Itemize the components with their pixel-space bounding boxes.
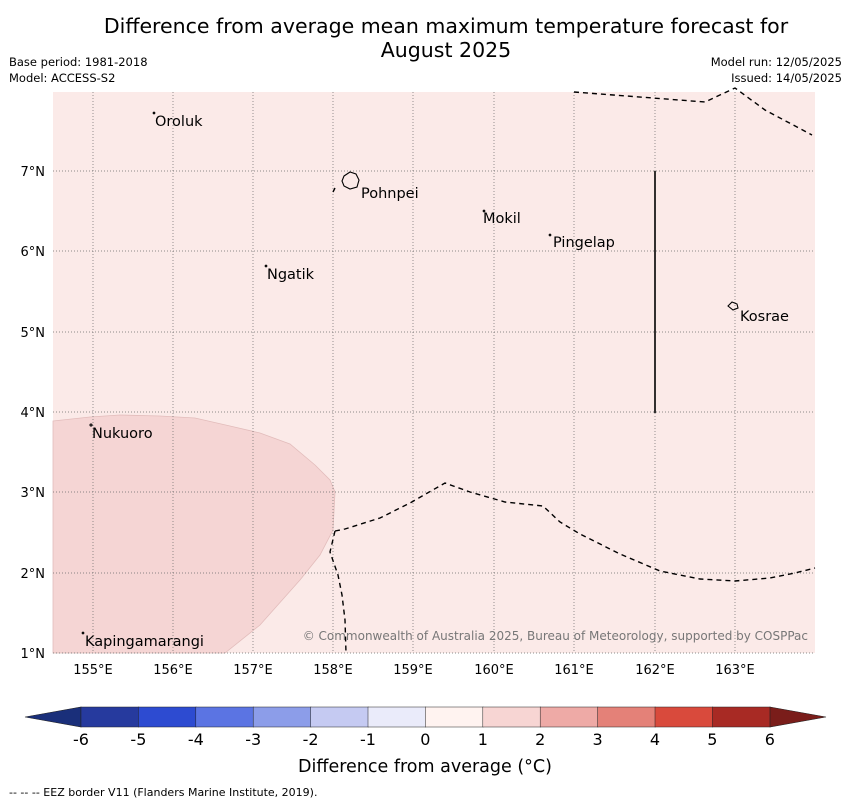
colorbar-tick-label: 1 [478, 730, 488, 749]
ngatik-island [264, 264, 268, 268]
eez-border-pohnpei [332, 187, 336, 193]
copyright-notice: © Commonwealth of Australia 2025, Bureau… [303, 629, 808, 643]
place-kapingamarangi: Kapingamarangi [85, 634, 204, 650]
colorbar-over-arrow [769, 706, 827, 728]
colorbar-tick-label: 3 [593, 730, 603, 749]
lon-label: 160°E [474, 663, 514, 678]
place-pohnpei: Pohnpei [361, 186, 419, 202]
model-run: Model run: 12/05/2025 [710, 55, 842, 69]
meta-left: Base period: 1981-2018 Model: ACCESS-S2 [9, 54, 148, 86]
chart-title: Difference from average mean maximum tem… [103, 14, 789, 62]
colorbar-tick-label: 6 [765, 730, 775, 749]
nukuoro-island [89, 423, 93, 427]
colorbar-under-arrow [24, 706, 82, 728]
colorbar-swatch [597, 706, 656, 728]
eez-border-south [334, 482, 816, 582]
colorbar-swatch [138, 706, 197, 728]
islands [81, 111, 739, 635]
place-oroluk: Oroluk [155, 114, 203, 130]
colorbar-label: Difference from average (°C) [298, 757, 552, 777]
lon-label: 159°E [393, 663, 433, 678]
colorbar-swatch [310, 706, 369, 728]
colorbar-swatches [80, 706, 771, 728]
colorbar-swatch [80, 706, 140, 728]
eez-borders [329, 87, 816, 654]
colorbar-ticks: -6 -5 -4 -3 -2 -1 0 1 2 3 4 5 6 [73, 730, 775, 749]
colorbar: -6 -5 -4 -3 -2 -1 0 1 2 3 4 5 6 [24, 706, 827, 749]
place-mokil: Mokil [483, 211, 521, 227]
lat-label: 3°N [21, 486, 46, 501]
place-kosrae: Kosrae [740, 309, 789, 325]
anomaly-zone [52, 414, 336, 654]
kapingamarangi-island [81, 631, 85, 635]
colorbar-tick-label: -5 [130, 730, 146, 749]
colorbar-tick-label: -1 [360, 730, 376, 749]
issued-date: Issued: 14/05/2025 [731, 71, 842, 85]
footnote: -- -- -- EEZ border V11 (Flanders Marine… [9, 786, 318, 799]
lat-label: 5°N [21, 326, 46, 341]
lat-label: 7°N [21, 165, 46, 180]
lat-label: 6°N [21, 245, 46, 260]
lon-label: 157°E [233, 663, 273, 678]
colorbar-tick-label: 5 [707, 730, 717, 749]
colorbar-tick-label: 2 [535, 730, 545, 749]
meta-right: Model run: 12/05/2025 Issued: 14/05/2025 [711, 54, 842, 86]
gridlines [53, 92, 815, 654]
lat-label: 1°N [21, 647, 46, 662]
colorbar-tick-label: -3 [245, 730, 261, 749]
colorbar-tick-label: 4 [650, 730, 660, 749]
eez-border-north [573, 87, 813, 136]
lat-label: 2°N [21, 567, 46, 582]
colorbar-tick-label: -4 [188, 730, 204, 749]
kosrae-island [727, 301, 739, 311]
colorbar-tick-label: 0 [420, 730, 430, 749]
colorbar-tick-label: -6 [73, 730, 89, 749]
lon-label: 155°E [73, 663, 113, 678]
lon-label: 161°E [554, 663, 594, 678]
colorbar-tick-label: -2 [303, 730, 319, 749]
mokil-island [482, 209, 486, 213]
place-pingelap: Pingelap [553, 235, 615, 251]
colorbar-swatch [425, 706, 484, 728]
lat-label: 4°N [21, 406, 46, 421]
colorbar-swatch [252, 706, 312, 728]
oroluk-island [152, 111, 156, 115]
colorbar-swatch [195, 706, 254, 728]
lon-label: 158°E [313, 663, 353, 678]
model-name: Model: ACCESS-S2 [9, 71, 116, 85]
colorbar-swatch [482, 706, 541, 728]
colorbar-swatch [712, 706, 771, 728]
pohnpei-island [341, 171, 360, 190]
pingelap-island [548, 233, 552, 237]
lon-label: 156°E [153, 663, 193, 678]
colorbar-swatch [654, 706, 714, 728]
lon-label: 162°E [635, 663, 675, 678]
place-ngatik: Ngatik [267, 267, 315, 283]
base-period: Base period: 1981-2018 [9, 55, 148, 69]
colorbar-swatch [539, 706, 599, 728]
lon-label: 163°E [715, 663, 755, 678]
eez-border-southwest [329, 530, 347, 654]
place-nukuoro: Nukuoro [92, 426, 153, 442]
colorbar-swatch [367, 706, 427, 728]
